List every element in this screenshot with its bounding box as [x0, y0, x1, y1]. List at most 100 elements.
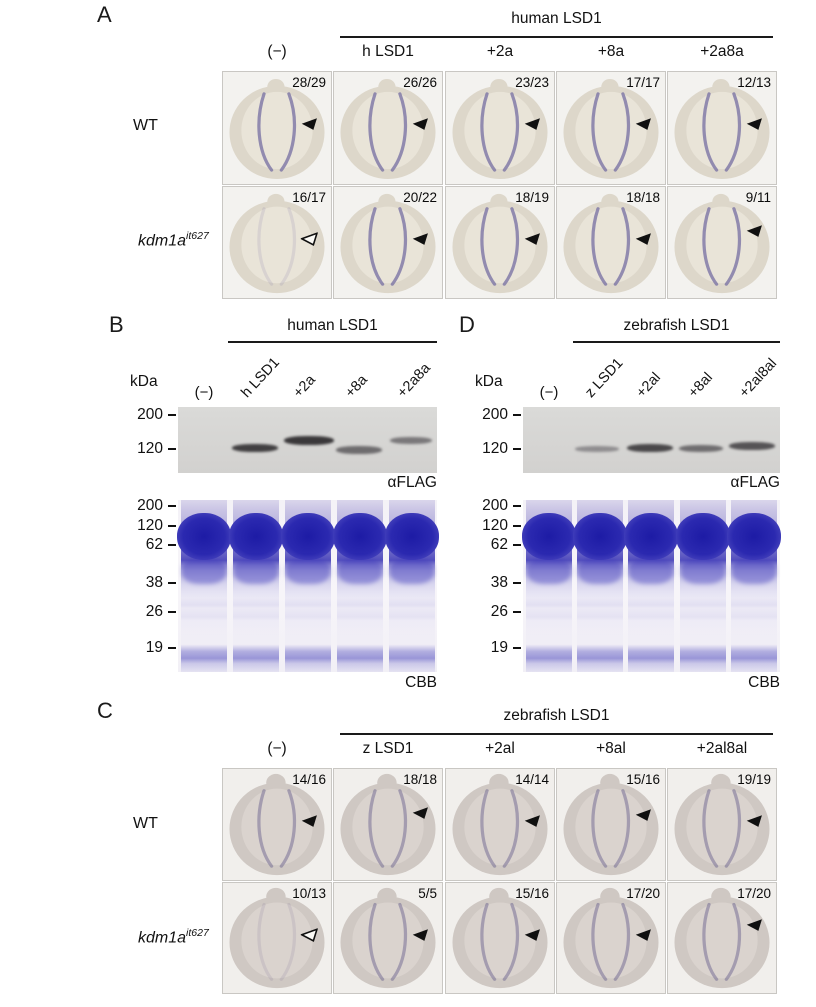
column-label: +8a	[597, 43, 625, 60]
panel-c-group-line	[340, 733, 773, 735]
ladder-mark: 200	[465, 497, 521, 515]
column-label: +2al	[485, 740, 515, 757]
gel-lane	[624, 500, 678, 672]
gel-lane	[727, 500, 781, 672]
embryo-count: 12/13	[737, 75, 771, 90]
gel-lane	[573, 500, 627, 672]
embryo-image-cell: 23/23	[445, 71, 555, 185]
embryo-image-cell: 17/20	[556, 882, 666, 994]
embryo-count: 17/17	[626, 75, 660, 90]
ladder-tick	[513, 524, 521, 528]
protein-band	[575, 446, 619, 452]
row-label-mutant: kdm1ait627	[138, 230, 209, 250]
embryo-count: 28/29	[292, 75, 326, 90]
embryo-drawing	[452, 193, 548, 294]
embryo-drawing	[340, 193, 436, 294]
western-blot-flag	[523, 407, 780, 473]
embryo-drawing	[229, 887, 325, 989]
mutant-gene-name: kdm1a	[138, 232, 187, 250]
panel-c-letter: C	[97, 698, 113, 723]
embryo-image-cell: 5/5	[333, 882, 443, 994]
ladder-tick	[513, 646, 521, 650]
embryo-count: 14/16	[292, 772, 326, 787]
panel-b-letter: B	[109, 312, 124, 337]
gel-lane	[177, 500, 231, 672]
mutant-gene-name: kdm1a	[138, 929, 187, 947]
ladder-value: 26	[145, 603, 163, 620]
protein-band	[336, 446, 382, 454]
arrowhead-icon	[524, 929, 540, 941]
embryo-drawing	[340, 78, 436, 180]
embryo-count: 20/22	[403, 190, 437, 205]
stain-label: CBB	[748, 674, 780, 691]
embryo-count: 18/18	[403, 772, 437, 787]
arrowhead-icon	[299, 232, 319, 247]
arrowhead-icon	[746, 815, 762, 827]
arrowhead-icon	[746, 118, 762, 130]
ladder-mark: 19	[465, 639, 521, 657]
lane-label: +2a	[290, 372, 319, 401]
ladder-mark: 26	[120, 603, 176, 621]
lane-label: z LSD1	[582, 355, 627, 401]
lane-label: +2al	[633, 369, 664, 401]
ladder-tick	[168, 543, 176, 547]
ladder-tick	[513, 504, 521, 508]
lane-label: h LSD1	[238, 354, 283, 401]
ladder-value: 120	[482, 517, 508, 534]
ladder-mark: 200	[465, 406, 521, 424]
protein-band	[284, 436, 334, 445]
embryo-drawing	[674, 78, 770, 180]
embryo-drawing	[229, 78, 325, 180]
ladder-value: 200	[137, 406, 163, 423]
arrowhead-icon	[746, 225, 762, 237]
panel-a-group-title: human LSD1	[511, 10, 602, 27]
ladder-tick	[513, 413, 521, 417]
embryo-drawing	[674, 773, 770, 876]
ladder-mark: 62	[465, 536, 521, 554]
stain-label: CBB	[405, 674, 437, 691]
embryo-drawing	[340, 773, 436, 876]
ladder-mark: 62	[120, 536, 176, 554]
embryo-image-cell: 14/14	[445, 768, 555, 881]
ladder-value: 62	[490, 536, 508, 553]
embryo-image-cell: 17/20	[667, 882, 777, 994]
arrowhead-icon	[412, 929, 428, 941]
embryo-image-cell: 16/17	[222, 186, 332, 299]
embryo-count: 26/26	[403, 75, 437, 90]
antibody-label: αFLAG	[730, 474, 780, 491]
embryo-image-cell: 20/22	[333, 186, 443, 299]
embryo-count: 9/11	[745, 190, 771, 205]
protein-band	[232, 444, 278, 452]
column-label: +2a	[486, 43, 514, 60]
embryo-count: 19/19	[737, 772, 771, 787]
arrowhead-icon	[301, 118, 317, 130]
cbb-gel	[177, 500, 439, 672]
gel-lane	[676, 500, 730, 672]
embryo-image-cell: 18/18	[333, 768, 443, 881]
embryo-count: 18/19	[515, 190, 549, 205]
arrowhead-icon	[524, 815, 540, 827]
ladder-value: 200	[482, 497, 508, 514]
column-label: +2a8a	[700, 43, 744, 60]
panel-c-group-title: zebrafish LSD1	[503, 707, 610, 724]
embryo-count: 15/16	[515, 886, 549, 901]
ladder-value: 200	[482, 406, 508, 423]
lane-label: +2a8a	[394, 360, 434, 401]
ladder-mark: 38	[465, 574, 521, 592]
panel-d-group-line	[573, 341, 780, 343]
column-label: +2al8al	[696, 740, 748, 757]
ladder-tick	[513, 447, 521, 451]
embryo-drawing	[340, 887, 436, 989]
row-label-wt: WT	[133, 815, 158, 832]
ladder-mark: 19	[120, 639, 176, 657]
column-label: h LSD1	[362, 43, 414, 60]
ladder-value: 120	[137, 440, 163, 457]
arrowhead-icon	[524, 233, 540, 245]
panel-b-group-title: human LSD1	[287, 317, 378, 334]
embryo-drawing	[563, 887, 659, 989]
ladder-tick	[513, 581, 521, 585]
mutant-allele: it627	[186, 927, 209, 939]
column-label: +8al	[596, 740, 626, 757]
arrowhead-icon	[746, 919, 762, 931]
embryo-count: 16/17	[292, 190, 326, 205]
